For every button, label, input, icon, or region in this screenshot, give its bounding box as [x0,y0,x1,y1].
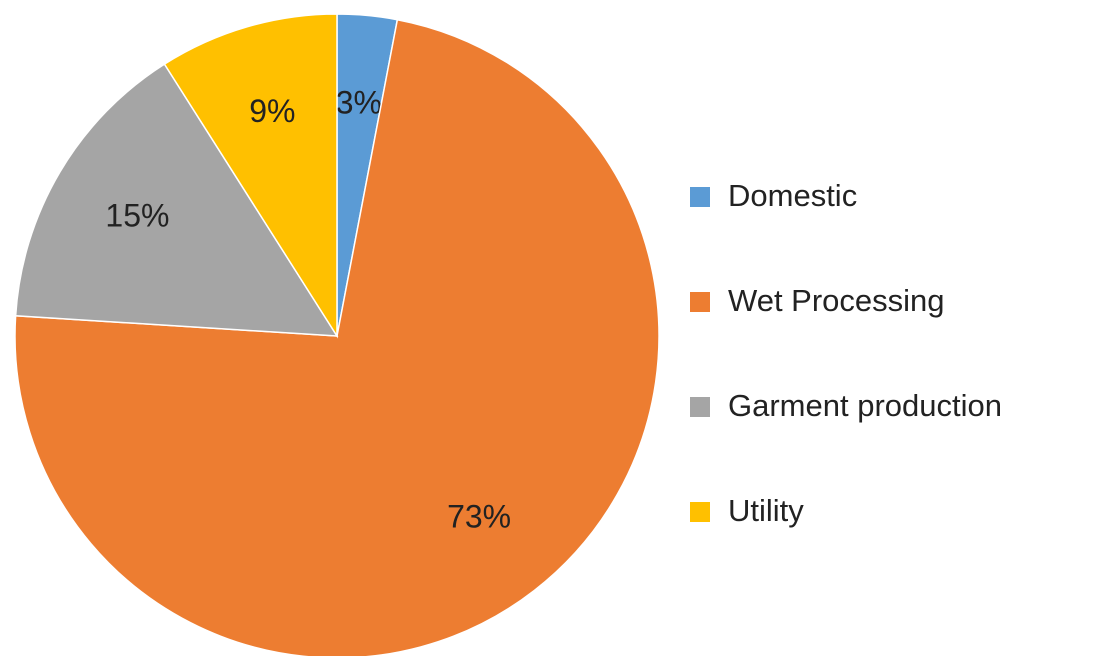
legend-label: Domestic [728,178,857,213]
legend-swatch [690,397,710,417]
legend-swatch [690,502,710,522]
legend-label: Garment production [728,388,1002,423]
legend-swatch [690,187,710,207]
pie-slice [14,18,660,656]
data-label: 73% [447,499,511,535]
data-label: 3% [336,85,382,121]
legend-label: Wet Processing [728,283,945,318]
data-label: 15% [105,197,169,233]
pie-slice [14,63,339,337]
legend-swatch [690,292,710,312]
pie-slice [163,13,338,339]
data-label: 9% [249,93,295,129]
legend-label: Utility [728,493,804,528]
